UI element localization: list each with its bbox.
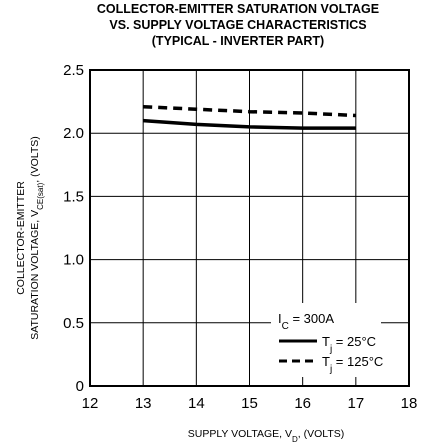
x-tick-label: 12	[82, 395, 99, 412]
plot-frame	[89, 69, 410, 387]
series-line-tj-25c	[143, 118, 356, 130]
chart-title-line-1: COLLECTOR-EMITTER SATURATION VOLTAGE	[97, 2, 379, 16]
legend-entry-1: Tj = 25°C	[322, 334, 376, 355]
y-tick-label: 1.5	[63, 188, 84, 205]
legend-header: IC = 300A	[278, 311, 334, 332]
y-tick-label: 1.0	[63, 252, 84, 269]
y-axis-label-line-1: COLLECTOR-EMITTER	[15, 181, 27, 295]
y-axis-label: COLLECTOR-EMITTER SATURATION VOLTAGE, VC…	[15, 136, 45, 340]
series-layer	[143, 104, 356, 130]
x-axis-label: SUPPLY VOLTAGE, VD, (VOLTS)	[188, 428, 345, 444]
chart-title-line-3: (TYPICAL - INVERTER PART)	[152, 34, 324, 48]
x-tick-label: 14	[188, 395, 205, 412]
x-tick-label: 16	[294, 395, 311, 412]
y-axis-label-line-2: SATURATION VOLTAGE, VCE(sat), (VOLTS)	[29, 136, 45, 340]
series-line-tj-125c	[143, 104, 356, 118]
x-tick-label: 15	[241, 395, 258, 412]
y-tick-label: 0	[76, 378, 84, 395]
x-tick-label: 18	[401, 395, 418, 412]
chart-title-line-2: VS. SUPPLY VOLTAGE CHARACTERISTICS	[109, 18, 366, 32]
y-tick-label: 0.5	[63, 315, 84, 332]
y-tick-label: 2.0	[63, 125, 84, 142]
legend-entry-2: Tj = 125°C	[322, 354, 383, 375]
x-tick-label: 13	[135, 395, 152, 412]
tick-labels: 12 13 14 15 16 17 18 0 0.5 1.0 1.5 2.0 2.5	[63, 62, 417, 412]
x-tick-label: 17	[347, 395, 364, 412]
y-tick-label: 2.5	[63, 62, 84, 79]
legend: IC = 300A Tj = 25°C Tj = 125°C	[271, 303, 383, 377]
